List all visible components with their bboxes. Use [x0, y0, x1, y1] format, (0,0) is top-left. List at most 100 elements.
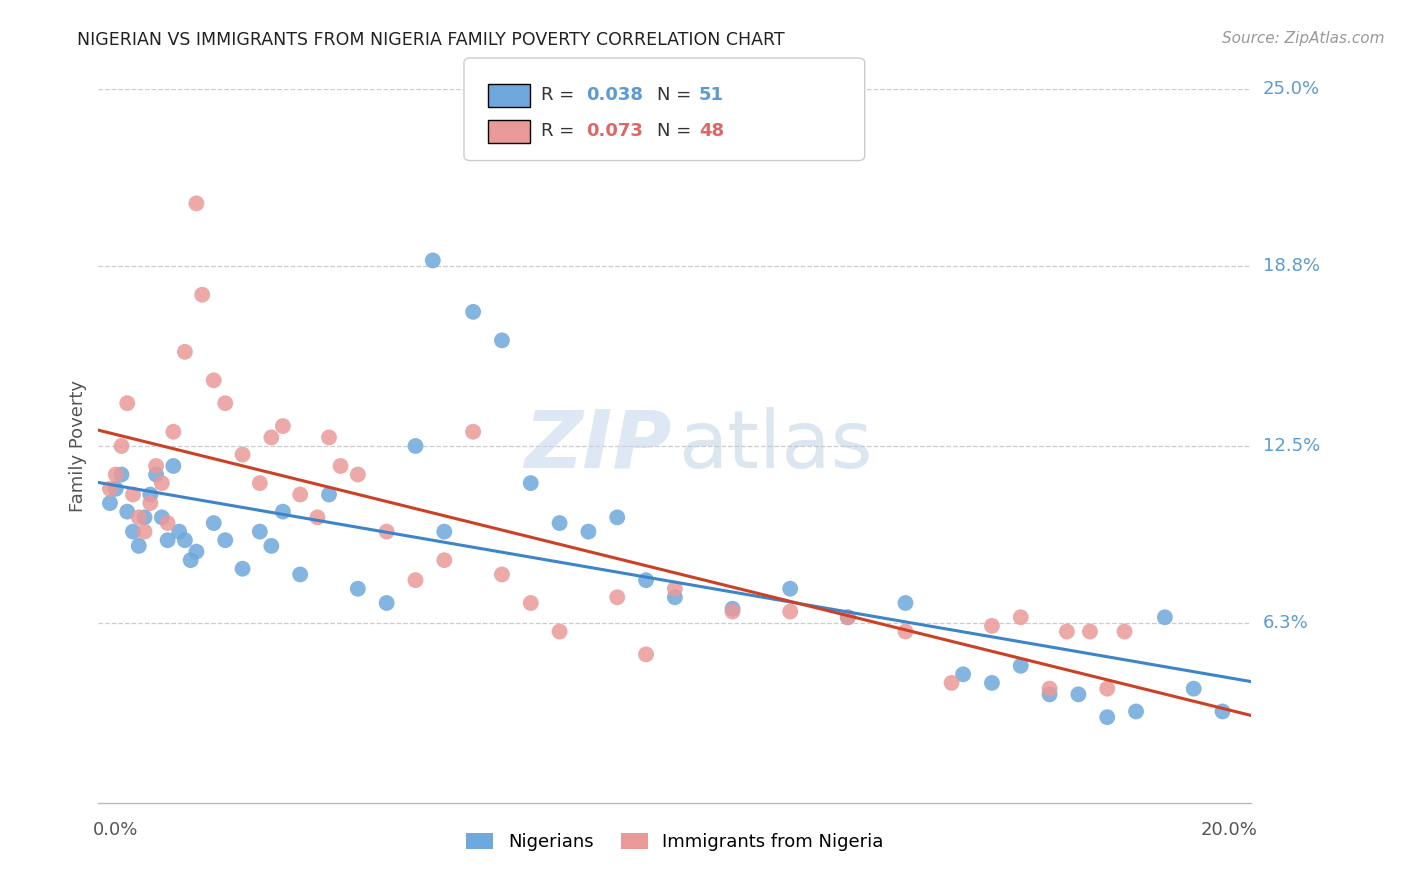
Point	[779, 605, 801, 619]
Text: 48: 48	[699, 122, 724, 140]
Point	[186, 196, 208, 211]
Point	[290, 567, 312, 582]
Point	[307, 510, 329, 524]
Point	[491, 334, 513, 348]
Point	[156, 533, 179, 548]
Point	[150, 476, 173, 491]
Legend: Nigerians, Immigrants from Nigeria: Nigerians, Immigrants from Nigeria	[460, 825, 890, 858]
Point	[375, 524, 398, 539]
Point	[98, 482, 121, 496]
Point	[1067, 687, 1090, 701]
Point	[191, 287, 214, 301]
Point	[110, 439, 132, 453]
Point	[491, 567, 513, 582]
Point	[346, 467, 368, 482]
Point	[461, 305, 484, 319]
Point	[329, 458, 352, 473]
Point	[122, 524, 145, 539]
Point	[249, 524, 271, 539]
Point	[174, 344, 197, 359]
Point	[1056, 624, 1078, 639]
Point	[134, 510, 156, 524]
Point	[271, 505, 294, 519]
Point	[174, 533, 197, 548]
Point	[548, 624, 571, 639]
Y-axis label: Family Poverty: Family Poverty	[69, 380, 87, 512]
Point	[548, 516, 571, 530]
Point	[231, 448, 254, 462]
Point	[837, 610, 859, 624]
Point	[520, 476, 543, 491]
Point	[214, 396, 236, 410]
Point	[104, 467, 127, 482]
Text: Source: ZipAtlas.com: Source: ZipAtlas.com	[1222, 31, 1385, 46]
Point	[231, 562, 254, 576]
Point	[1212, 705, 1234, 719]
Point	[664, 591, 686, 605]
Point	[117, 505, 139, 519]
Text: 25.0%: 25.0%	[1263, 80, 1320, 98]
Point	[664, 582, 686, 596]
Point	[318, 487, 340, 501]
Point	[186, 544, 208, 558]
Point	[180, 553, 202, 567]
Point	[981, 619, 1004, 633]
Point	[636, 573, 658, 587]
Point	[134, 524, 156, 539]
Point	[290, 487, 312, 501]
Point	[214, 533, 236, 548]
Point	[156, 516, 179, 530]
Point	[1010, 610, 1032, 624]
Text: ZIP: ZIP	[524, 407, 672, 485]
Point	[150, 510, 173, 524]
Point	[606, 510, 628, 524]
Point	[405, 573, 427, 587]
Text: R =: R =	[541, 122, 581, 140]
Point	[461, 425, 484, 439]
Text: 18.8%: 18.8%	[1263, 257, 1320, 275]
Point	[139, 496, 162, 510]
Point	[162, 458, 184, 473]
Point	[318, 430, 340, 444]
Point	[104, 482, 127, 496]
Point	[520, 596, 543, 610]
Point	[1010, 658, 1032, 673]
Text: N =: N =	[657, 122, 696, 140]
Point	[952, 667, 974, 681]
Point	[375, 596, 398, 610]
Text: 0.0%: 0.0%	[93, 821, 138, 838]
Point	[128, 539, 150, 553]
Point	[1039, 681, 1062, 696]
Point	[346, 582, 368, 596]
Point	[1078, 624, 1101, 639]
Point	[145, 458, 167, 473]
Point	[117, 396, 139, 410]
Text: NIGERIAN VS IMMIGRANTS FROM NIGERIA FAMILY POVERTY CORRELATION CHART: NIGERIAN VS IMMIGRANTS FROM NIGERIA FAMI…	[77, 31, 785, 49]
Point	[405, 439, 427, 453]
Point	[1097, 681, 1119, 696]
Point	[779, 582, 801, 596]
Text: 51: 51	[699, 87, 724, 104]
Point	[139, 487, 162, 501]
Text: 12.5%: 12.5%	[1263, 437, 1320, 455]
Point	[837, 610, 859, 624]
Point	[894, 624, 917, 639]
Point	[433, 553, 456, 567]
Text: N =: N =	[657, 87, 696, 104]
Point	[271, 419, 294, 434]
Point	[98, 496, 121, 510]
Point	[167, 524, 190, 539]
Text: 0.038: 0.038	[586, 87, 644, 104]
Point	[981, 676, 1004, 690]
Point	[162, 425, 184, 439]
Point	[894, 596, 917, 610]
Point	[1097, 710, 1119, 724]
Point	[1039, 687, 1062, 701]
Point	[721, 601, 744, 615]
Point	[941, 676, 963, 690]
Point	[110, 467, 132, 482]
Point	[433, 524, 456, 539]
Text: 6.3%: 6.3%	[1263, 614, 1309, 632]
Point	[721, 605, 744, 619]
Point	[636, 648, 658, 662]
